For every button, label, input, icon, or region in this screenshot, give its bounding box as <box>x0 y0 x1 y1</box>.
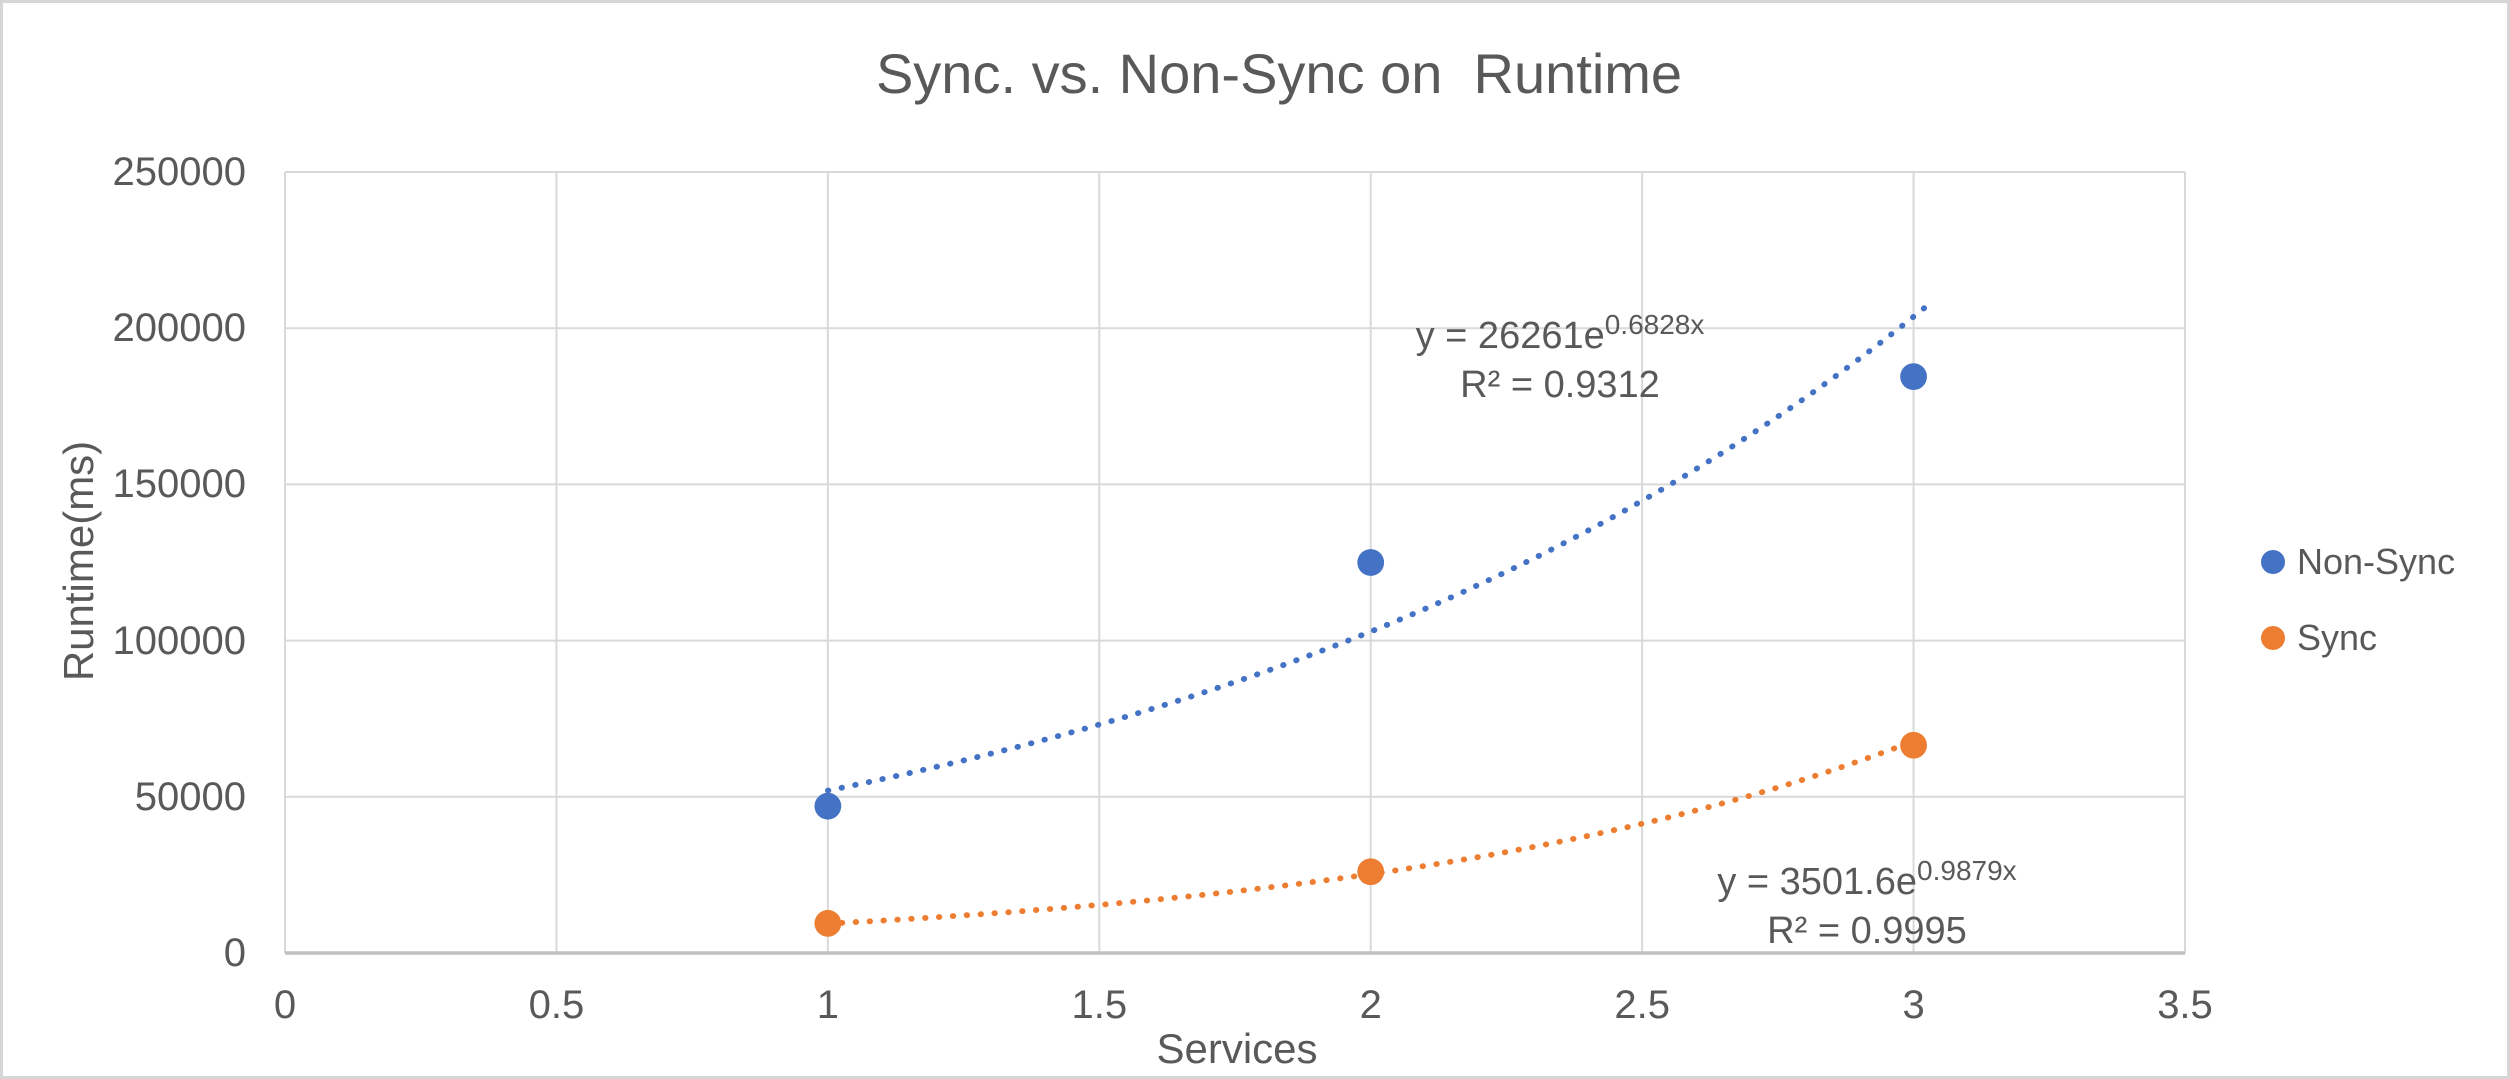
y-tick-label: 150000 <box>112 462 246 507</box>
legend-marker-non-sync-icon <box>2261 550 2285 574</box>
data-point-sync-x1[interactable] <box>814 909 842 937</box>
x-tick-label: 0.5 <box>528 983 585 1027</box>
legend-item-sync[interactable]: Sync <box>2261 617 2455 659</box>
legend: Non-Sync Sync <box>2261 541 2455 659</box>
x-tick-label: 1.5 <box>1071 983 1128 1027</box>
y-axis-title: Runtime(ms) <box>55 440 102 682</box>
gridlines <box>284 171 2186 955</box>
trendline-equation-non-sync: y = 26261e0.6828x R² = 0.9312 <box>1416 300 1705 410</box>
legend-marker-sync-icon <box>2261 626 2285 650</box>
legend-label-non-sync: Non-Sync <box>2297 541 2456 582</box>
legend-item-non-sync[interactable]: Non-Sync <box>2261 541 2455 583</box>
data-point-non-sync-x3[interactable] <box>1900 363 1927 391</box>
y-tick-label: 250000 <box>112 150 246 194</box>
trendline-equation-sync: y = 3501.6e0.9879x R² = 0.9995 <box>1717 846 2016 956</box>
y-tick-label: 0 <box>223 931 246 975</box>
y-tick-label: 50000 <box>134 774 246 819</box>
x-tick-label: 0 <box>273 983 297 1027</box>
data-point-non-sync-x2[interactable] <box>1357 549 1385 576</box>
data-point-sync-x3[interactable] <box>1900 731 1927 759</box>
trendline-non-sync[interactable] <box>825 305 1928 794</box>
x-tick-label: 3 <box>1902 983 1925 1027</box>
trendlines <box>825 305 1928 927</box>
data-points <box>814 363 1927 937</box>
y-tick-label: 100000 <box>112 618 246 663</box>
data-point-non-sync-x1[interactable] <box>814 792 842 820</box>
trendline-r-squared: R² = 0.9312 <box>1460 363 1660 406</box>
trendline-equation-text: y = 3501.6e0.9879x <box>1717 855 2017 903</box>
x-tick-label: 3.5 <box>2157 983 2213 1027</box>
x-tick-label: 2.5 <box>1614 983 1670 1027</box>
x-axis-title: Services <box>1156 1025 1318 1072</box>
x-tick-label: 2 <box>1359 983 1382 1027</box>
legend-label-sync: Sync <box>2297 617 2378 658</box>
plot-area[interactable] <box>3 3 2510 1079</box>
trendline-equation-text: y = 26261e0.6828x <box>1415 309 1705 357</box>
chart-title: Sync. vs. Non-Sync on Runtime <box>875 42 1683 105</box>
data-point-sync-x2[interactable] <box>1357 858 1385 886</box>
x-tick-label: 1 <box>816 983 839 1027</box>
trendline-r-squared: R² = 0.9995 <box>1767 909 1967 952</box>
y-tick-label: 200000 <box>112 306 246 351</box>
